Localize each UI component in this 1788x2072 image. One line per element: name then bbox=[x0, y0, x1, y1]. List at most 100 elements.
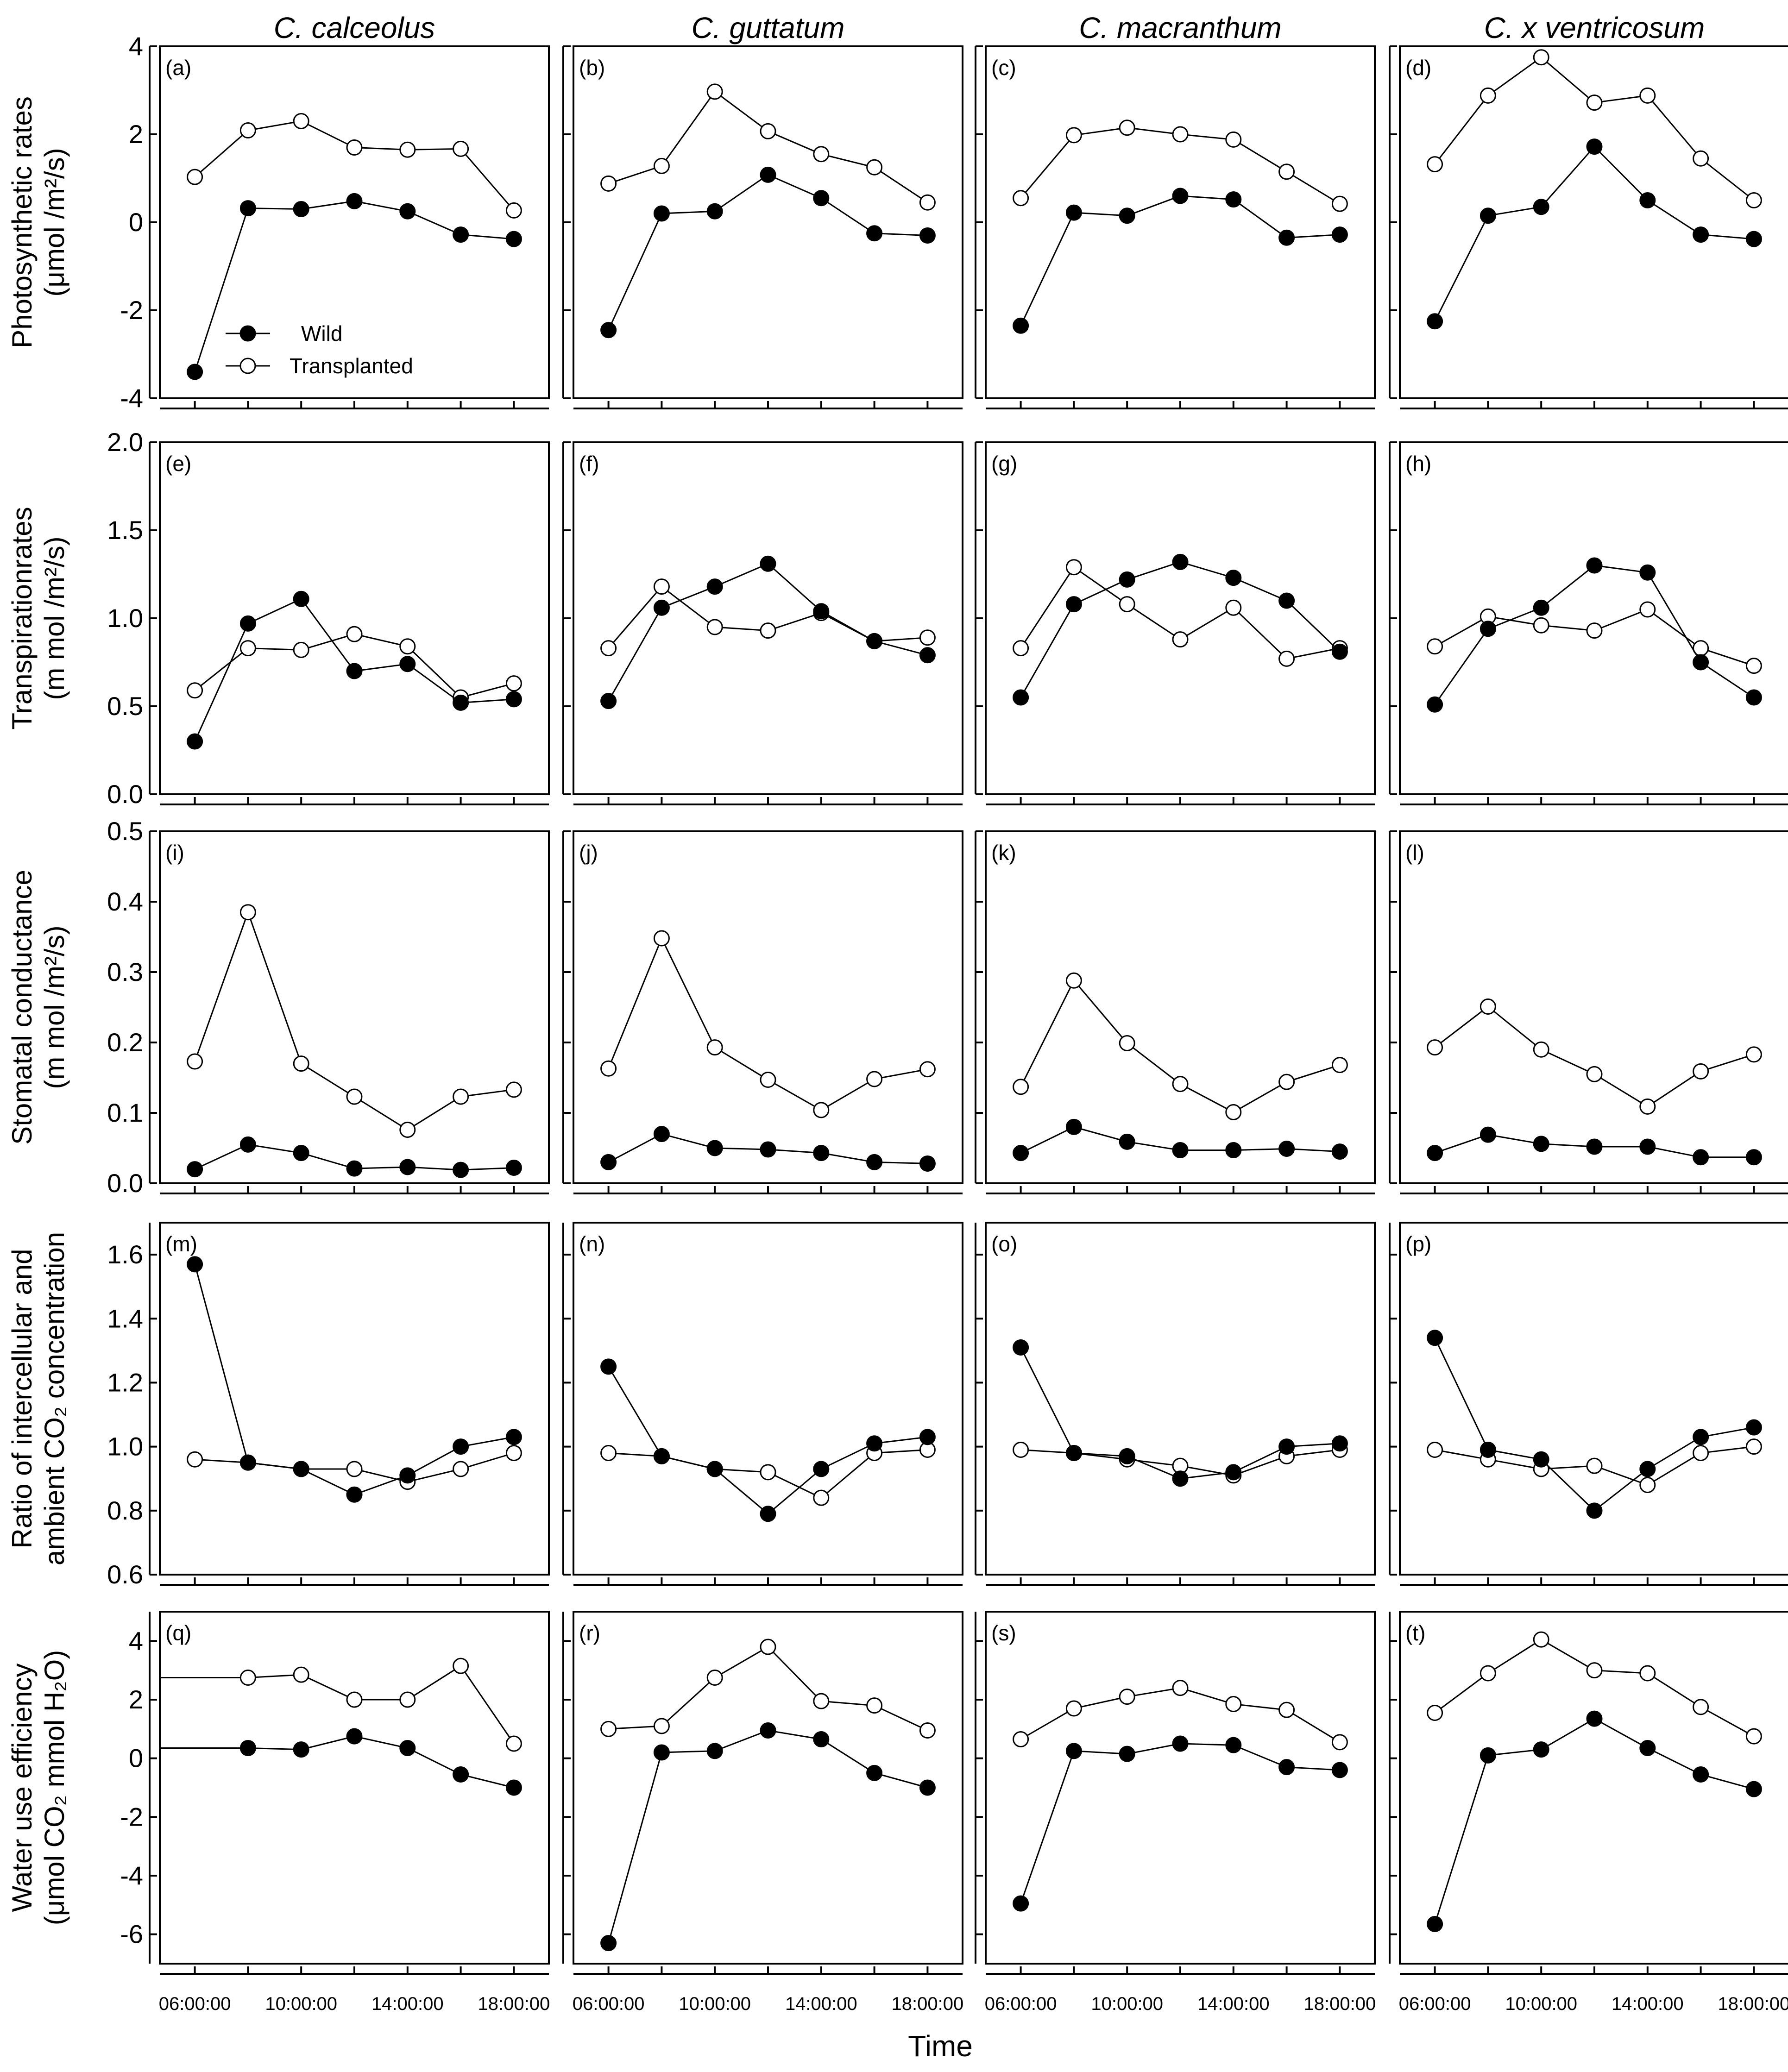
wild-point bbox=[813, 1731, 830, 1747]
wild-point bbox=[1278, 592, 1295, 609]
wild-point bbox=[399, 1740, 416, 1756]
wild-point bbox=[919, 1155, 936, 1172]
y-tick-label: 0.5 bbox=[107, 816, 143, 846]
y-tick-label: 4 bbox=[129, 31, 143, 61]
transplanted-point bbox=[1639, 1665, 1656, 1682]
wild-point bbox=[1427, 1145, 1443, 1162]
wild-point bbox=[760, 555, 776, 572]
y-tick-label: 0 bbox=[129, 207, 143, 237]
transplanted-point bbox=[919, 1061, 936, 1078]
transplanted-point bbox=[505, 1081, 522, 1098]
transplanted-point bbox=[1225, 1104, 1242, 1120]
transplanted-point bbox=[1586, 94, 1603, 111]
wild-point bbox=[1533, 199, 1549, 215]
transplanted-point bbox=[1172, 126, 1189, 143]
wild-point bbox=[600, 322, 617, 339]
transplanted-point bbox=[346, 1691, 363, 1708]
transplanted-point bbox=[1119, 1035, 1135, 1052]
x-tick-label: 14:00:00 bbox=[371, 1994, 444, 2014]
panel-label: (o) bbox=[991, 1232, 1017, 1256]
transplanted-point bbox=[453, 140, 469, 157]
panel-label: (f) bbox=[579, 452, 599, 476]
wild-point bbox=[399, 656, 416, 672]
transplanted-point bbox=[1693, 1444, 1709, 1461]
transplanted-point bbox=[1065, 1700, 1082, 1717]
transplanted-point bbox=[1480, 1665, 1496, 1682]
y-tick-label: 0.0 bbox=[107, 779, 143, 809]
panel-label: (k) bbox=[991, 841, 1016, 865]
transplanted-point bbox=[1172, 1076, 1189, 1093]
wild-point bbox=[1119, 1448, 1135, 1464]
y-axis-label: Water use efficiency bbox=[6, 1664, 38, 1912]
wild-point bbox=[1065, 1444, 1082, 1461]
transplanted-point bbox=[1278, 650, 1295, 667]
transplanted-point bbox=[760, 622, 776, 639]
transplanted-point bbox=[293, 1666, 309, 1683]
transplanted-point bbox=[346, 1461, 363, 1477]
wild-point bbox=[1172, 553, 1189, 570]
transplanted-point bbox=[346, 139, 363, 156]
wild-point bbox=[1013, 689, 1029, 706]
panel-label: (h) bbox=[1405, 452, 1431, 476]
wild-point bbox=[1745, 1419, 1762, 1436]
panel-frame bbox=[159, 1611, 550, 1965]
species-title: C. macranthum bbox=[1079, 11, 1281, 44]
x-tick-label: 06:00:00 bbox=[573, 1994, 645, 2014]
transplanted-point bbox=[706, 619, 723, 635]
transplanted-series-line bbox=[1020, 979, 1340, 1113]
transplanted-point bbox=[1533, 1041, 1549, 1058]
transplanted-point bbox=[293, 113, 309, 129]
x-tick-label: 06:00:00 bbox=[985, 1994, 1057, 2014]
x-axis-title: Time bbox=[908, 2029, 973, 2063]
panel-frame bbox=[573, 830, 963, 1184]
transplanted-point bbox=[399, 141, 416, 158]
wild-point bbox=[866, 633, 883, 649]
wild-point bbox=[239, 1454, 256, 1471]
panel-frame bbox=[1399, 830, 1788, 1184]
x-tick-label: 14:00:00 bbox=[785, 1994, 857, 2014]
wild-point bbox=[1065, 596, 1082, 613]
y-tick-label: 1.5 bbox=[107, 515, 143, 545]
transplanted-point bbox=[760, 1464, 776, 1481]
wild-point bbox=[505, 1160, 522, 1176]
wild-point bbox=[1586, 1502, 1603, 1519]
wild-point bbox=[453, 226, 469, 243]
transplanted-point bbox=[600, 1060, 617, 1077]
y-tick-label: 0.2 bbox=[107, 1028, 143, 1057]
wild-point bbox=[1586, 1138, 1603, 1155]
transplanted-point bbox=[1172, 631, 1189, 648]
panel-frame bbox=[985, 1222, 1376, 1576]
wild-point bbox=[1639, 1461, 1656, 1477]
wild-point bbox=[1065, 1118, 1082, 1135]
transplanted-point bbox=[1331, 195, 1348, 212]
y-tick-label: 1.4 bbox=[107, 1304, 143, 1333]
wild-point bbox=[1278, 1438, 1295, 1455]
y-tick-label: 2 bbox=[129, 119, 143, 149]
species-title: C. calceolus bbox=[274, 11, 435, 44]
wild-point bbox=[813, 1461, 830, 1477]
panel-label: (e) bbox=[165, 452, 191, 476]
wild-point bbox=[600, 1358, 617, 1375]
transplanted-point bbox=[1639, 1477, 1656, 1494]
transplanted-point bbox=[1427, 638, 1443, 655]
x-tick-label: 18:00:00 bbox=[892, 1994, 964, 2014]
wild-point bbox=[706, 1461, 723, 1477]
transplanted-point bbox=[1225, 599, 1242, 616]
wild-point bbox=[399, 1467, 416, 1484]
wild-point bbox=[239, 200, 256, 217]
panel-label: (i) bbox=[165, 841, 184, 865]
transplanted-point bbox=[399, 638, 416, 655]
wild-point bbox=[653, 599, 670, 616]
wild-point bbox=[453, 694, 469, 711]
transplanted-point bbox=[1745, 658, 1762, 674]
transplanted-point bbox=[1693, 1699, 1709, 1715]
y-tick-label: 0.1 bbox=[107, 1098, 143, 1127]
x-tick-label: 10:00:00 bbox=[679, 1994, 751, 2014]
wild-point bbox=[1693, 1149, 1709, 1166]
wild-point bbox=[399, 203, 416, 220]
transplanted-point bbox=[293, 641, 309, 658]
panel-frame bbox=[159, 45, 550, 399]
transplanted-point bbox=[187, 1451, 203, 1468]
transplanted-point bbox=[1533, 1631, 1549, 1648]
transplanted-point bbox=[187, 169, 203, 185]
